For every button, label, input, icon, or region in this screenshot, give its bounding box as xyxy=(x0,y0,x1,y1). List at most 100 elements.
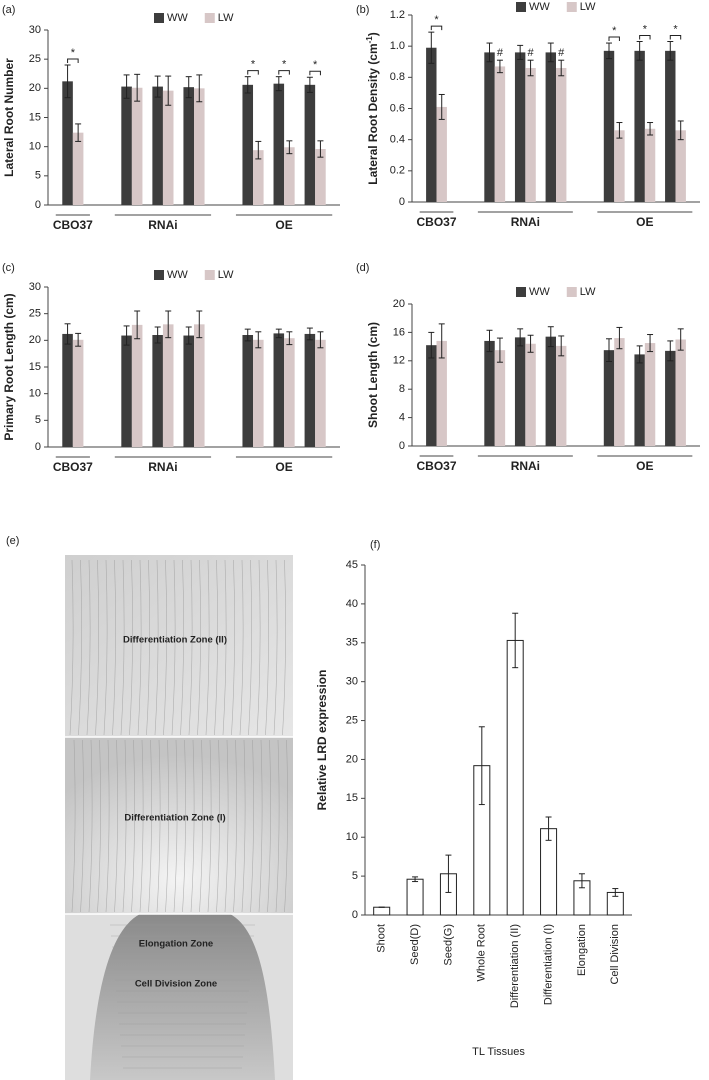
zone-label: Differentiation Zone (I) xyxy=(124,813,225,824)
bar xyxy=(183,87,194,205)
bar xyxy=(273,333,285,447)
y-tick-label: 4 xyxy=(399,412,405,424)
legend-label: WW xyxy=(167,12,188,24)
cell-wall xyxy=(69,559,74,736)
y-tick-label: 16 xyxy=(393,326,405,338)
bar xyxy=(131,324,143,447)
group-label: RNAi xyxy=(148,460,177,474)
bar xyxy=(242,84,254,205)
group-label: CBO37 xyxy=(417,215,457,229)
cell-wall xyxy=(139,739,144,913)
bar xyxy=(304,333,316,447)
group-label: CBO37 xyxy=(417,459,457,473)
significance-mark: # xyxy=(497,47,504,59)
legend-label: LW xyxy=(218,269,234,281)
y-tick-label: 0 xyxy=(35,441,41,453)
y-tick-label: 40 xyxy=(346,598,358,610)
bar xyxy=(484,340,495,446)
group-label: OE xyxy=(636,215,653,229)
y-tick-label: 5 xyxy=(352,870,358,882)
legend-label: WW xyxy=(529,286,550,298)
significance-mark: # xyxy=(528,47,535,59)
y-tick-label: 0 xyxy=(352,909,358,921)
cell-wall xyxy=(114,739,118,913)
significance-bracket xyxy=(639,34,651,40)
bar xyxy=(373,906,391,916)
bar xyxy=(545,336,556,446)
bar xyxy=(426,345,437,446)
group-label: RNAi xyxy=(511,459,540,473)
bar xyxy=(162,90,174,205)
y-tick-label: 25 xyxy=(29,53,41,65)
y-tick-label: 30 xyxy=(346,676,358,688)
y-tick-label: 20 xyxy=(29,82,41,94)
panel-label: (b) xyxy=(356,4,369,16)
image-section xyxy=(65,737,293,914)
cell-wall xyxy=(207,739,212,913)
bar xyxy=(194,88,205,205)
bar xyxy=(525,67,536,202)
x-tick-label: Whole Root xyxy=(476,924,488,981)
significance-bracket xyxy=(278,70,290,75)
bar xyxy=(436,106,447,202)
panel-label: (f) xyxy=(370,539,380,551)
y-tick-label: 5 xyxy=(35,414,41,426)
cell-wall xyxy=(216,739,220,913)
panel-label: (a) xyxy=(2,4,15,16)
cell-wall xyxy=(188,559,193,736)
x-tick-label: Differentiation (II) xyxy=(509,924,521,1008)
y-tick-label: 8 xyxy=(399,383,405,395)
cell-wall xyxy=(148,739,152,913)
bar xyxy=(556,345,567,446)
y-axis-title-part: Lateral Root Density (cm xyxy=(366,43,380,184)
significance-mark: * xyxy=(313,59,318,71)
cell-wall xyxy=(129,559,133,736)
bar xyxy=(62,81,73,205)
panel-label: (d) xyxy=(356,262,369,274)
y-tick-label: 0.4 xyxy=(390,134,405,146)
legend-swatch xyxy=(516,287,526,297)
y-tick-label: 0.2 xyxy=(390,165,405,177)
bar xyxy=(131,87,143,205)
cell-wall xyxy=(199,739,203,913)
significance-mark: * xyxy=(282,59,287,71)
significance-bracket xyxy=(669,34,682,40)
significance-mark: * xyxy=(434,14,439,26)
panel-label: (e) xyxy=(6,535,19,547)
cell-wall xyxy=(131,739,135,913)
y-axis-title-part: -1 xyxy=(365,36,374,44)
group-label: RNAi xyxy=(148,218,177,232)
legend-swatch xyxy=(154,270,164,280)
bar xyxy=(675,130,686,202)
bar xyxy=(514,337,526,446)
cell-wall xyxy=(282,559,286,736)
bar xyxy=(603,350,615,446)
bar xyxy=(152,86,163,205)
cell-wall xyxy=(80,739,84,913)
group-label: CBO37 xyxy=(53,460,93,474)
significance-bracket xyxy=(309,70,321,76)
y-tick-label: 30 xyxy=(29,24,41,36)
y-tick-label: 5 xyxy=(35,170,41,182)
cell-wall xyxy=(105,739,110,913)
y-tick-label: 30 xyxy=(29,281,41,293)
cell-wall xyxy=(273,559,278,736)
bar xyxy=(634,354,645,446)
y-tick-label: 25 xyxy=(346,714,358,726)
legend-swatch xyxy=(204,13,215,23)
y-tick-label: 20 xyxy=(346,753,358,765)
cell-wall xyxy=(112,559,116,736)
cell-wall xyxy=(265,559,269,736)
y-tick-label: 15 xyxy=(346,792,358,804)
y-tick-label: 10 xyxy=(29,388,41,400)
cell-wall xyxy=(233,739,237,913)
y-axis-title-part: Primary Root Length (cm) xyxy=(2,293,16,440)
significance-bracket xyxy=(247,70,259,75)
cell-wall xyxy=(275,739,280,913)
y-axis-title: Primary Root Length (cm) xyxy=(2,293,16,440)
y-axis-title-part: Shoot Length (cm) xyxy=(366,322,380,428)
cell-wall xyxy=(180,559,184,736)
cell-wall xyxy=(224,739,229,913)
zone-label: Cell Division Zone xyxy=(135,979,217,990)
